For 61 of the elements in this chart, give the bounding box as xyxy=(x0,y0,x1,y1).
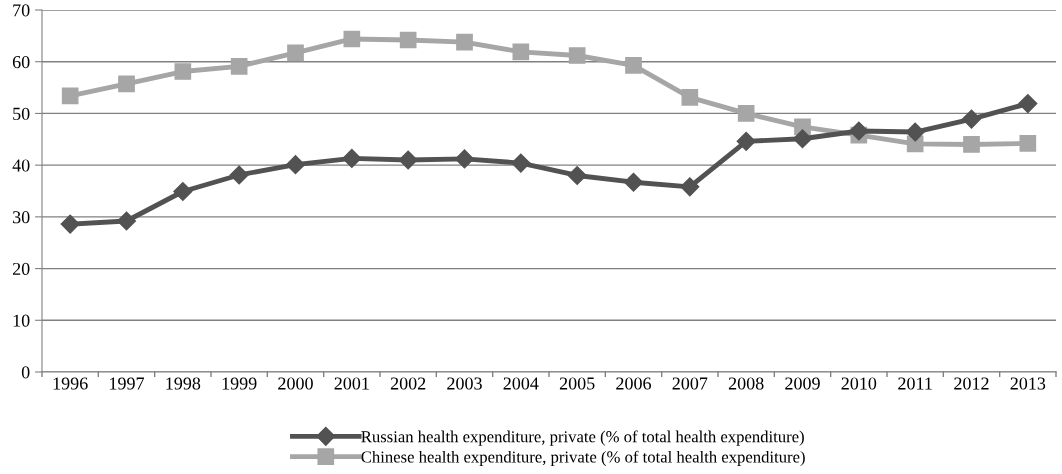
point xyxy=(625,57,642,74)
point xyxy=(1019,135,1037,152)
point xyxy=(456,33,473,51)
point xyxy=(399,31,417,49)
x-tick-label: 2009 xyxy=(785,377,820,390)
x-tick-label: 1997 xyxy=(110,377,145,390)
point xyxy=(174,63,192,80)
point xyxy=(623,172,644,192)
legend-label: Chinese health expenditure, private (% of total health expenditure) xyxy=(361,450,805,467)
point xyxy=(342,148,362,168)
point xyxy=(681,89,699,106)
point xyxy=(285,155,306,175)
point xyxy=(1018,94,1038,114)
point xyxy=(963,136,980,153)
point xyxy=(343,30,361,48)
x-tick-label: 2010 xyxy=(841,377,877,390)
y-tick-label: 10 xyxy=(13,314,30,327)
x-tick-label: 1998 xyxy=(166,377,201,390)
y-tick-label: 70 xyxy=(13,4,30,17)
point xyxy=(512,43,530,61)
y-tick-label: 50 xyxy=(13,107,30,120)
x-tick-label: 2006 xyxy=(616,377,652,390)
point xyxy=(567,165,587,186)
point xyxy=(737,105,755,122)
point xyxy=(680,177,700,197)
x-tick-label: 2011 xyxy=(898,377,932,390)
x-tick-label: 2003 xyxy=(447,377,482,390)
point xyxy=(568,47,586,64)
point xyxy=(116,211,137,231)
point xyxy=(454,149,475,169)
x-tick-label: 2004 xyxy=(503,377,539,390)
point xyxy=(398,150,418,170)
point xyxy=(61,87,79,105)
point xyxy=(230,58,248,75)
point xyxy=(792,129,813,149)
x-tick-label: 2005 xyxy=(559,377,595,390)
point xyxy=(849,121,869,141)
x-tick-label: 2001 xyxy=(334,377,369,390)
point xyxy=(287,44,304,62)
point xyxy=(736,131,756,151)
point xyxy=(229,165,249,185)
x-tick-label: 1999 xyxy=(222,377,257,390)
x-tick-label: 2008 xyxy=(728,377,764,390)
point xyxy=(961,109,982,129)
point xyxy=(60,214,80,234)
point xyxy=(905,122,925,142)
point xyxy=(511,153,531,173)
x-tick-label: 2002 xyxy=(390,377,426,390)
x-tick-label: 2000 xyxy=(278,377,313,390)
y-tick-label: 60 xyxy=(12,55,30,69)
y-tick-label: 40 xyxy=(12,159,30,172)
x-tick-label: 2013 xyxy=(1010,377,1046,390)
x-tick-label: 1996 xyxy=(53,377,88,390)
legend-label: Russian health expenditure, private (% of total health expenditure) xyxy=(361,430,804,446)
x-tick-label: 2007 xyxy=(672,377,708,390)
y-tick-label: 20 xyxy=(12,262,30,276)
point xyxy=(173,181,193,202)
y-tick-label: 0 xyxy=(21,366,30,379)
x-tick-label: 2012 xyxy=(954,377,989,390)
point xyxy=(118,75,135,93)
y-tick-label: 30 xyxy=(13,211,30,224)
